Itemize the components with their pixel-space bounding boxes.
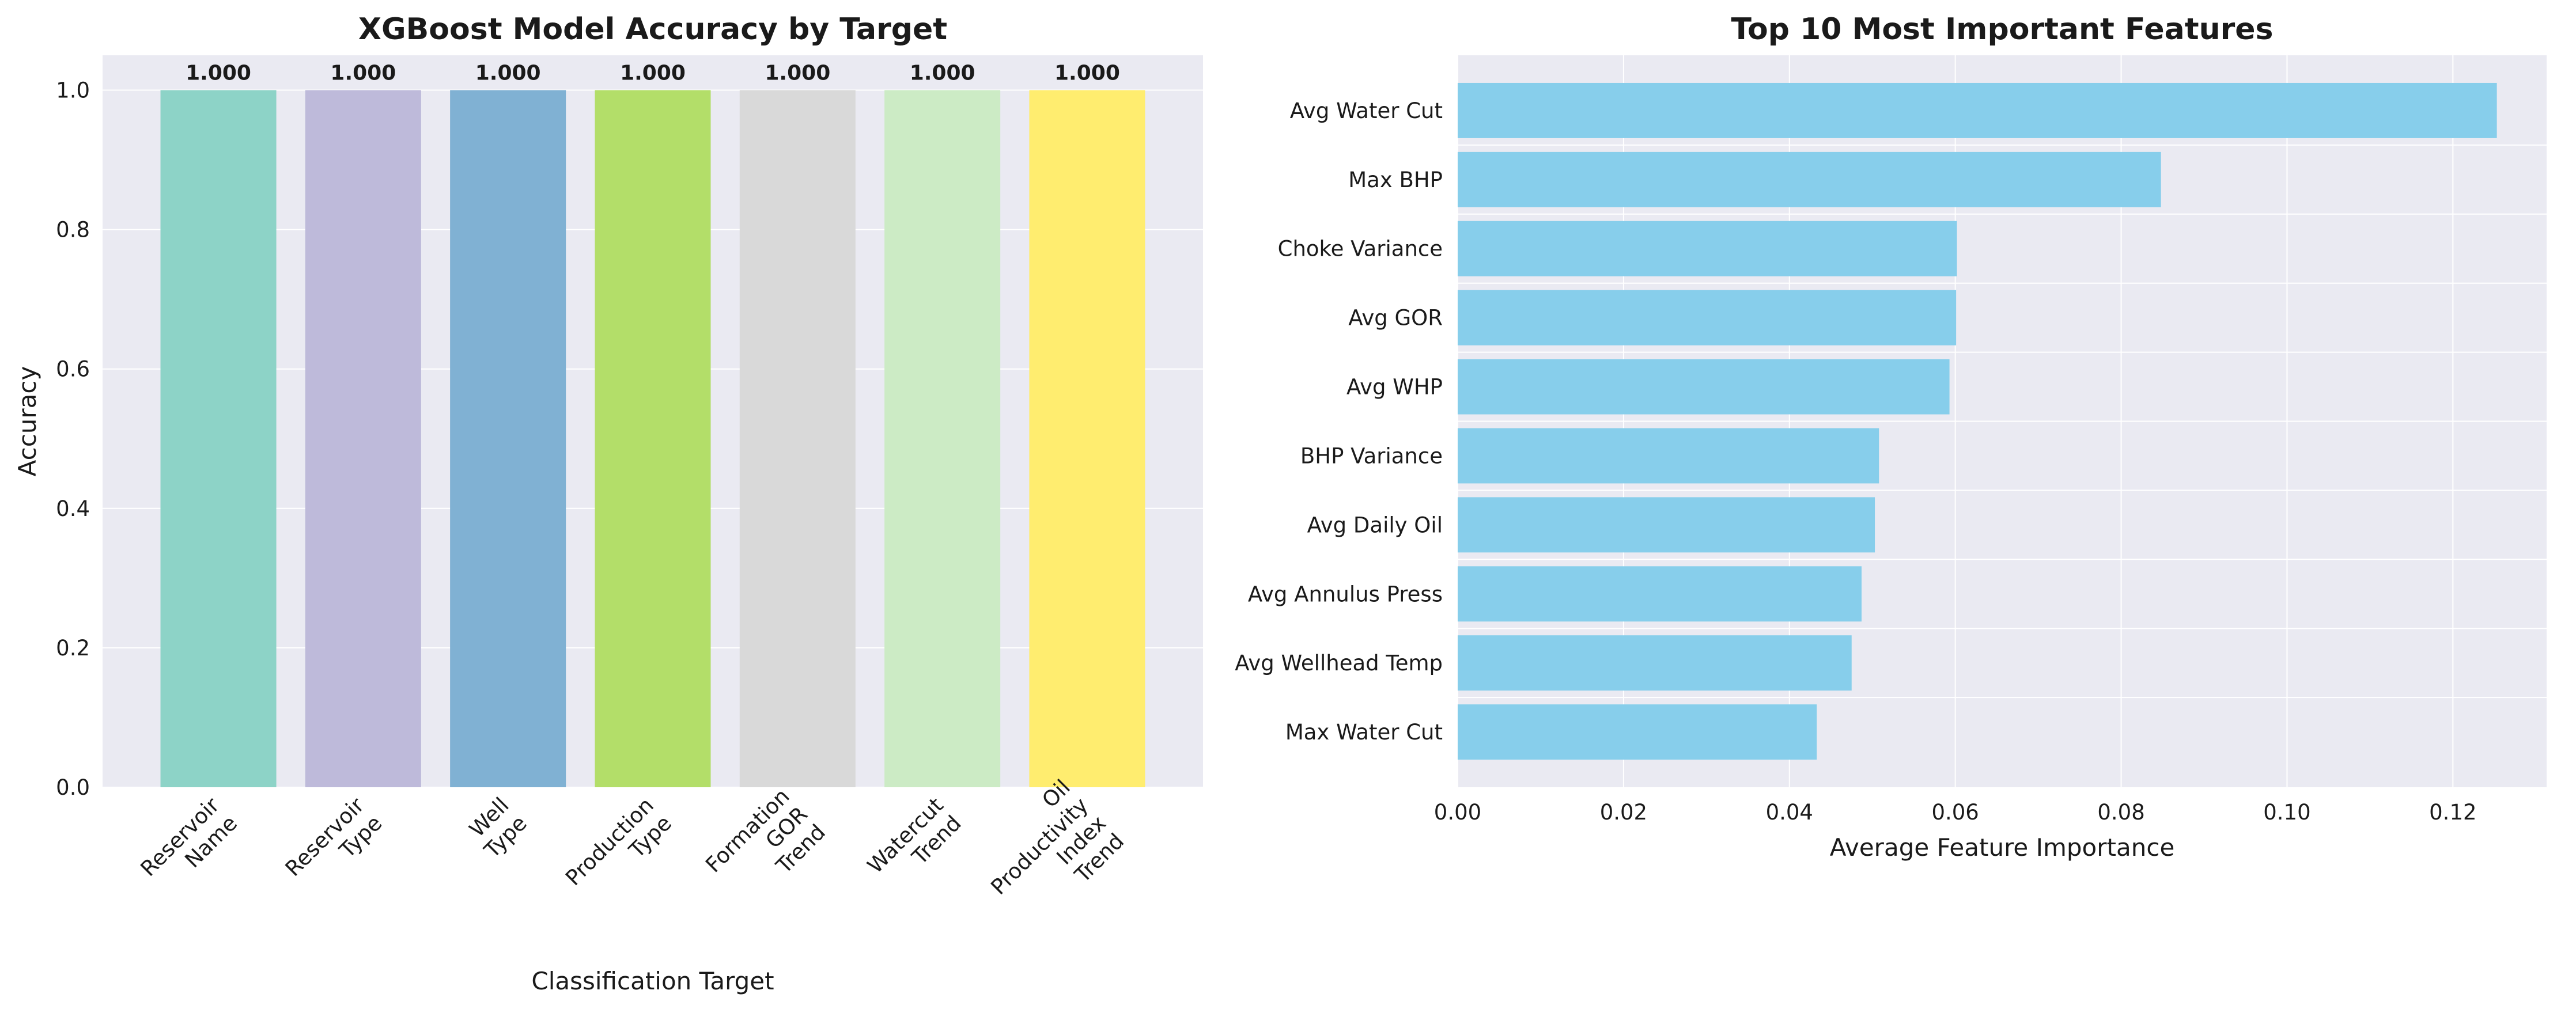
- accuracy-y-tick-label: 0.4: [56, 496, 90, 521]
- accuracy-bars: [160, 90, 1145, 787]
- accuracy-y-tick-label: 0.0: [56, 775, 90, 800]
- importance-bar: [1458, 566, 1862, 622]
- accuracy-data-labels: 1.000 1.000 1.000 1.000 1.000 1.000 1.000: [186, 62, 1120, 85]
- accuracy-y-tick-label: 0.8: [56, 218, 90, 242]
- importance-x-tick-label: 0.02: [1600, 800, 1647, 825]
- accuracy-data-label: 1.000: [765, 62, 830, 85]
- importance-feature-label: BHP Variance: [1300, 443, 1443, 468]
- importance-feature-label: Avg Annulus Press: [1248, 582, 1443, 606]
- accuracy-bar: [305, 90, 421, 787]
- importance-x-tick-label: 0.08: [2097, 800, 2144, 825]
- accuracy-bar: [884, 90, 1001, 787]
- accuracy-bar: [595, 90, 711, 787]
- accuracy-data-label: 1.000: [1054, 62, 1120, 85]
- importance-bar: [1458, 704, 1817, 760]
- accuracy-y-axis-label: Accuracy: [13, 366, 41, 477]
- importance-x-tick-label: 0.06: [1931, 800, 1979, 825]
- importance-bar: [1458, 359, 1950, 415]
- feature-importance-chart: Avg Water Cut Max BHP Choke Variance Avg GO…: [1235, 12, 2547, 862]
- importance-x-axis-label: Average Feature Importance: [1830, 833, 2175, 862]
- importance-bar: [1458, 290, 1957, 346]
- accuracy-chart-title: XGBoost Model Accuracy by Target: [358, 12, 947, 47]
- importance-x-tick-label: 0.12: [2429, 800, 2476, 825]
- importance-feature-label: Max Water Cut: [1285, 720, 1443, 745]
- importance-bar: [1458, 221, 1957, 276]
- importance-feature-label: Avg Wellhead Temp: [1235, 651, 1443, 676]
- accuracy-y-tick-label: 0.6: [56, 357, 90, 382]
- importance-x-tick-label: 0.04: [1766, 800, 1813, 825]
- importance-feature-label: Avg Water Cut: [1290, 98, 1443, 123]
- importance-feature-labels: Avg Water Cut Max BHP Choke Variance Avg GO…: [1235, 98, 1443, 745]
- accuracy-data-label: 1.000: [475, 62, 541, 85]
- accuracy-bar: [160, 90, 277, 787]
- importance-feature-label: Choke Variance: [1278, 237, 1443, 261]
- importance-bar: [1458, 428, 1879, 484]
- accuracy-y-ticks: 0.0 0.2 0.4 0.6 0.8 1.0: [56, 78, 90, 800]
- importance-feature-label: Avg GOR: [1348, 306, 1443, 331]
- importance-chart-title: Top 10 Most Important Features: [1731, 12, 2273, 47]
- importance-x-tick-label: 0.10: [2263, 800, 2310, 825]
- importance-feature-label: Avg Daily Oil: [1307, 513, 1443, 537]
- accuracy-x-axis-label: Classification Target: [531, 967, 774, 995]
- accuracy-bar: [1029, 90, 1145, 787]
- accuracy-bar: [450, 90, 566, 787]
- accuracy-data-label: 1.000: [330, 62, 396, 85]
- importance-bar: [1458, 635, 1852, 691]
- accuracy-data-label: 1.000: [186, 62, 251, 85]
- accuracy-y-tick-label: 1.0: [56, 78, 90, 103]
- importance-feature-label: Avg WHP: [1346, 375, 1443, 400]
- importance-bar: [1458, 151, 2161, 207]
- importance-feature-label: Max BHP: [1348, 168, 1443, 192]
- accuracy-bar: [739, 90, 856, 787]
- accuracy-data-label: 1.000: [910, 62, 975, 85]
- importance-bar: [1458, 497, 1875, 553]
- importance-x-ticks: 0.00 0.02 0.04 0.06 0.08 0.10 0.12: [1434, 800, 2477, 825]
- accuracy-chart: 1.000 1.000 1.000 1.000 1.000 1.000 1.000 0.00…: [13, 12, 1203, 995]
- importance-bar: [1458, 82, 2497, 138]
- accuracy-data-label: 1.000: [620, 62, 686, 85]
- importance-x-tick-label: 0.00: [1434, 800, 1481, 825]
- importance-bars: [1458, 82, 2497, 760]
- accuracy-y-tick-label: 0.2: [56, 636, 90, 661]
